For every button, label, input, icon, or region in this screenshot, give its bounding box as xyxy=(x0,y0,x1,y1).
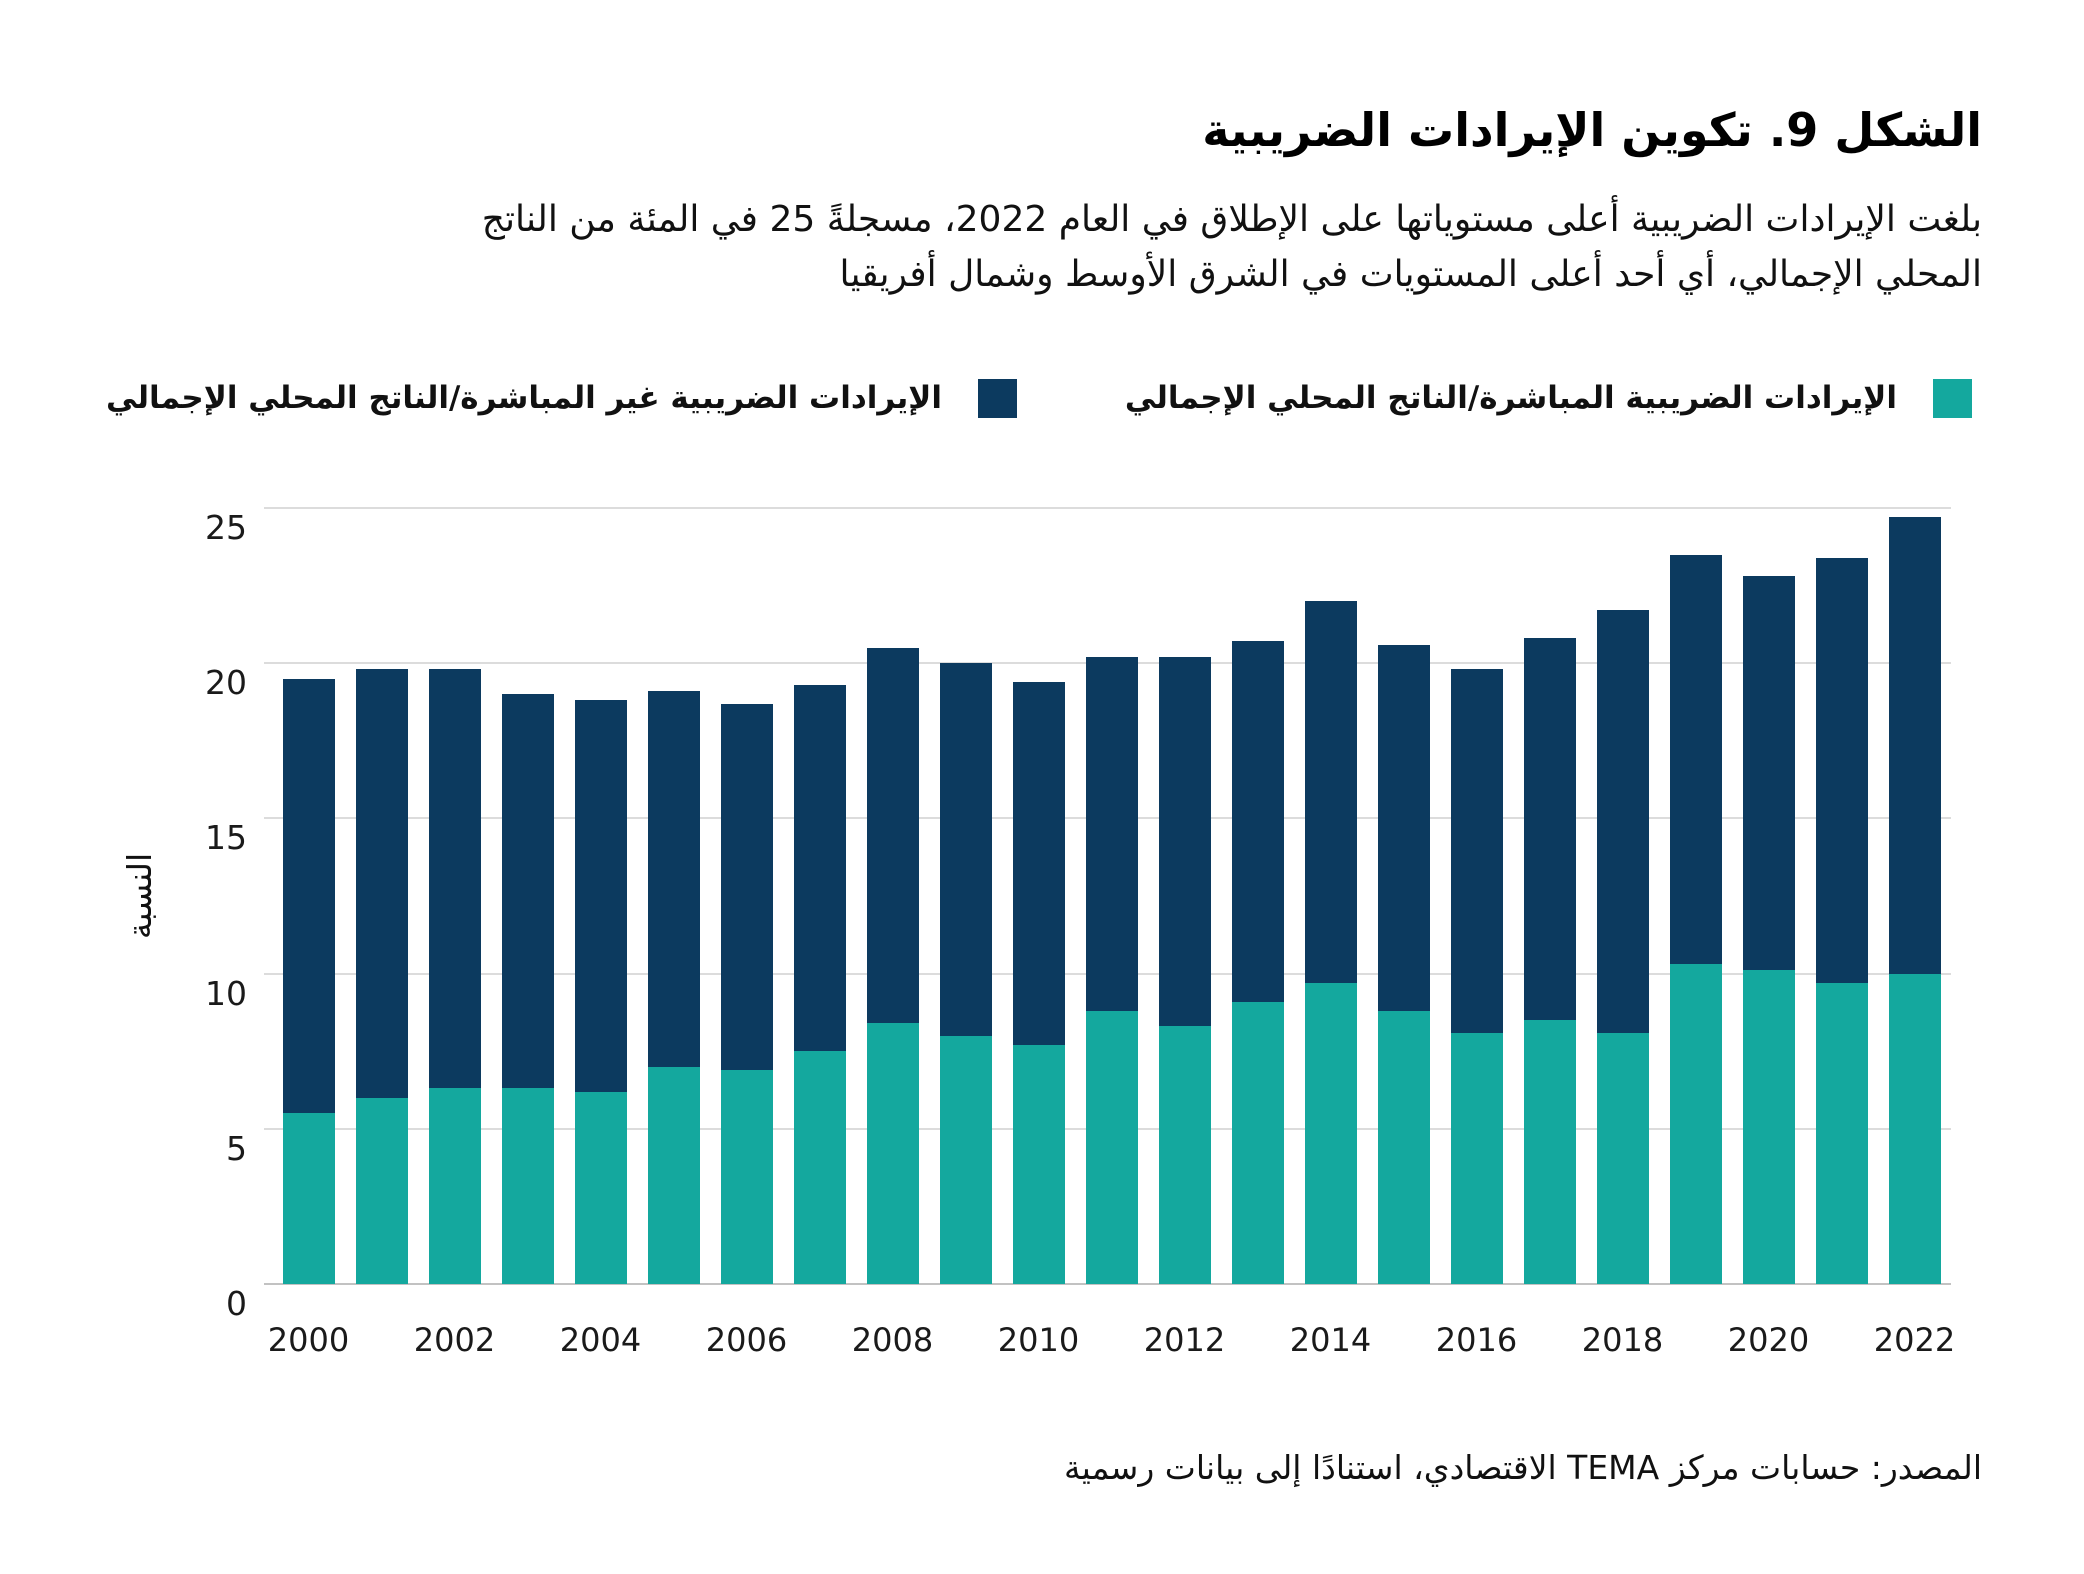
bar-indirect-2005 xyxy=(647,691,700,1067)
bar-indirect-2001 xyxy=(355,669,408,1098)
x-tick-label: 2020 xyxy=(1727,1321,1810,1359)
legend-item-indirect: الإيرادات الضريبية غير المباشرة/الناتج ا… xyxy=(106,379,1017,418)
bar-direct-2015 xyxy=(1377,1010,1430,1284)
y-tick-label: 10 xyxy=(205,973,247,1013)
y-tick-label: 15 xyxy=(205,818,247,858)
bar-direct-2012 xyxy=(1158,1026,1211,1284)
bar-direct-2013 xyxy=(1231,1001,1284,1284)
bar-indirect-2022 xyxy=(1888,517,1941,974)
x-tick-label: 2000 xyxy=(267,1321,350,1359)
bar-direct-2000 xyxy=(282,1113,335,1284)
bar-direct-2004 xyxy=(574,1091,627,1284)
bar-direct-2002 xyxy=(428,1088,481,1284)
y-tick-label: 0 xyxy=(226,1284,247,1323)
bar-indirect-2006 xyxy=(720,703,773,1070)
bar-direct-2007 xyxy=(793,1051,846,1284)
bar-direct-2008 xyxy=(866,1023,919,1284)
bar-direct-2010 xyxy=(1012,1044,1065,1284)
figure-title: الشكل 9. تكوين الإيرادات الضريبية xyxy=(1202,102,1982,157)
x-tick-label: 2012 xyxy=(1143,1321,1226,1359)
bar-indirect-2003 xyxy=(501,694,554,1089)
x-axis-line xyxy=(264,1283,1951,1285)
bar-direct-2011 xyxy=(1085,1010,1138,1284)
bar-indirect-2018 xyxy=(1596,610,1649,1033)
bar-indirect-2016 xyxy=(1450,669,1503,1033)
bar-indirect-2021 xyxy=(1815,557,1868,983)
bar-direct-2016 xyxy=(1450,1032,1503,1284)
figure-subtitle: بلغت الإيرادات الضريبية أعلى مستوياتها ع… xyxy=(102,192,1982,302)
x-tick-label: 2008 xyxy=(851,1321,934,1359)
legend-label-direct: الإيرادات الضريبية المباشرة/الناتج المحل… xyxy=(1124,380,1897,416)
legend-item-direct: الإيرادات الضريبية المباشرة/الناتج المحل… xyxy=(1125,379,1972,418)
y-tick-label: 25 xyxy=(205,508,247,547)
bar-indirect-2010 xyxy=(1012,681,1065,1045)
bar-indirect-2012 xyxy=(1158,656,1211,1027)
subtitle-line-1: بلغت الإيرادات الضريبية أعلى مستوياتها ع… xyxy=(481,199,1982,240)
grid-line xyxy=(264,507,1951,509)
legend-label-indirect: الإيرادات الضريبية غير المباشرة/الناتج ا… xyxy=(105,380,942,416)
bar-indirect-2020 xyxy=(1742,576,1795,971)
source-note: المصدر: حسابات مركز TEMA الاقتصادي، استن… xyxy=(1063,1448,1982,1487)
bar-indirect-2000 xyxy=(282,678,335,1114)
bar-direct-2019 xyxy=(1669,964,1722,1284)
direct-tax-swatch-icon xyxy=(1933,379,1972,418)
bar-direct-2021 xyxy=(1815,982,1868,1284)
x-tick-label: 2010 xyxy=(997,1321,1080,1359)
bar-direct-2018 xyxy=(1596,1032,1649,1284)
bar-direct-2022 xyxy=(1888,973,1941,1284)
bar-direct-2020 xyxy=(1742,970,1795,1284)
x-tick-label: 2006 xyxy=(705,1321,788,1359)
bar-indirect-2008 xyxy=(866,647,919,1024)
bar-indirect-2017 xyxy=(1523,638,1576,1021)
x-tick-label: 2014 xyxy=(1289,1321,1372,1359)
subtitle-line-2: المحلي الإجمالي، أي أحد أعلى المستويات ف… xyxy=(839,254,1983,295)
bar-indirect-2002 xyxy=(428,669,481,1089)
y-tick-label: 20 xyxy=(205,663,247,703)
bar-indirect-2015 xyxy=(1377,644,1430,1011)
bar-direct-2006 xyxy=(720,1069,773,1284)
bar-indirect-2019 xyxy=(1669,554,1722,965)
y-tick-label: 5 xyxy=(226,1128,247,1168)
bar-direct-2009 xyxy=(939,1035,992,1284)
bar-direct-2001 xyxy=(355,1097,408,1284)
bar-indirect-2007 xyxy=(793,684,846,1052)
bar-direct-2014 xyxy=(1304,982,1357,1284)
bar-direct-2017 xyxy=(1523,1020,1576,1284)
x-tick-label: 2002 xyxy=(413,1321,496,1359)
x-tick-label: 2016 xyxy=(1435,1321,1518,1359)
x-tick-label: 2004 xyxy=(559,1321,642,1359)
indirect-tax-swatch-icon xyxy=(978,379,1017,418)
bar-indirect-2011 xyxy=(1085,656,1138,1011)
bar-indirect-2004 xyxy=(574,700,627,1092)
bar-indirect-2013 xyxy=(1231,641,1284,1002)
bar-direct-2005 xyxy=(647,1066,700,1284)
bar-indirect-2009 xyxy=(939,663,992,1036)
x-tick-label: 2018 xyxy=(1581,1321,1664,1359)
bar-indirect-2014 xyxy=(1304,601,1357,983)
x-tick-label: 2022 xyxy=(1873,1321,1956,1359)
bar-direct-2003 xyxy=(501,1088,554,1284)
